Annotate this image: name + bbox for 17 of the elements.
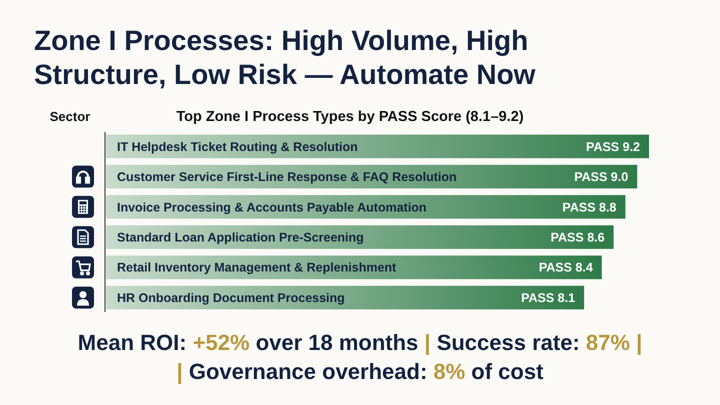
data-label: PASS 8.6	[550, 230, 605, 244]
data-label: PASS 9.2	[586, 140, 640, 154]
data-label: PASS 8.8	[562, 200, 616, 214]
chart-subtitle: Top Zone I Process Types by PASS Score (8.1–9.2)	[176, 109, 524, 125]
y-tick-label: Customer Service First-Line Response & FAQ Resolution	[117, 170, 457, 184]
y-axis-title: Sector	[50, 109, 90, 124]
y-tick-label: IT Helpdesk Ticket Routing & Resolution	[117, 140, 358, 154]
y-tick-label: Standard Loan Application Pre-Screening	[117, 230, 364, 244]
y-tick-label: HR Onboarding Document Processing	[117, 290, 345, 305]
text: | Governance overhead: 8% of cost	[176, 359, 544, 384]
data-label: PASS 8.4	[538, 260, 593, 275]
y-tick-label: Retail Inventory Management & Replenishment	[117, 260, 398, 275]
y-tick-label: Invoice Processing & Accounts Payable Automation	[117, 200, 427, 214]
text: Mean ROI: +52% over 18 months | Success rate: 87% |	[78, 330, 642, 355]
data-label: PASS 8.1	[521, 290, 576, 305]
data-label: PASS 9.0	[574, 170, 628, 184]
chart-title: Zone I Processes: High Volume, High Structure, Low Risk — Automate Now	[34, 25, 536, 90]
